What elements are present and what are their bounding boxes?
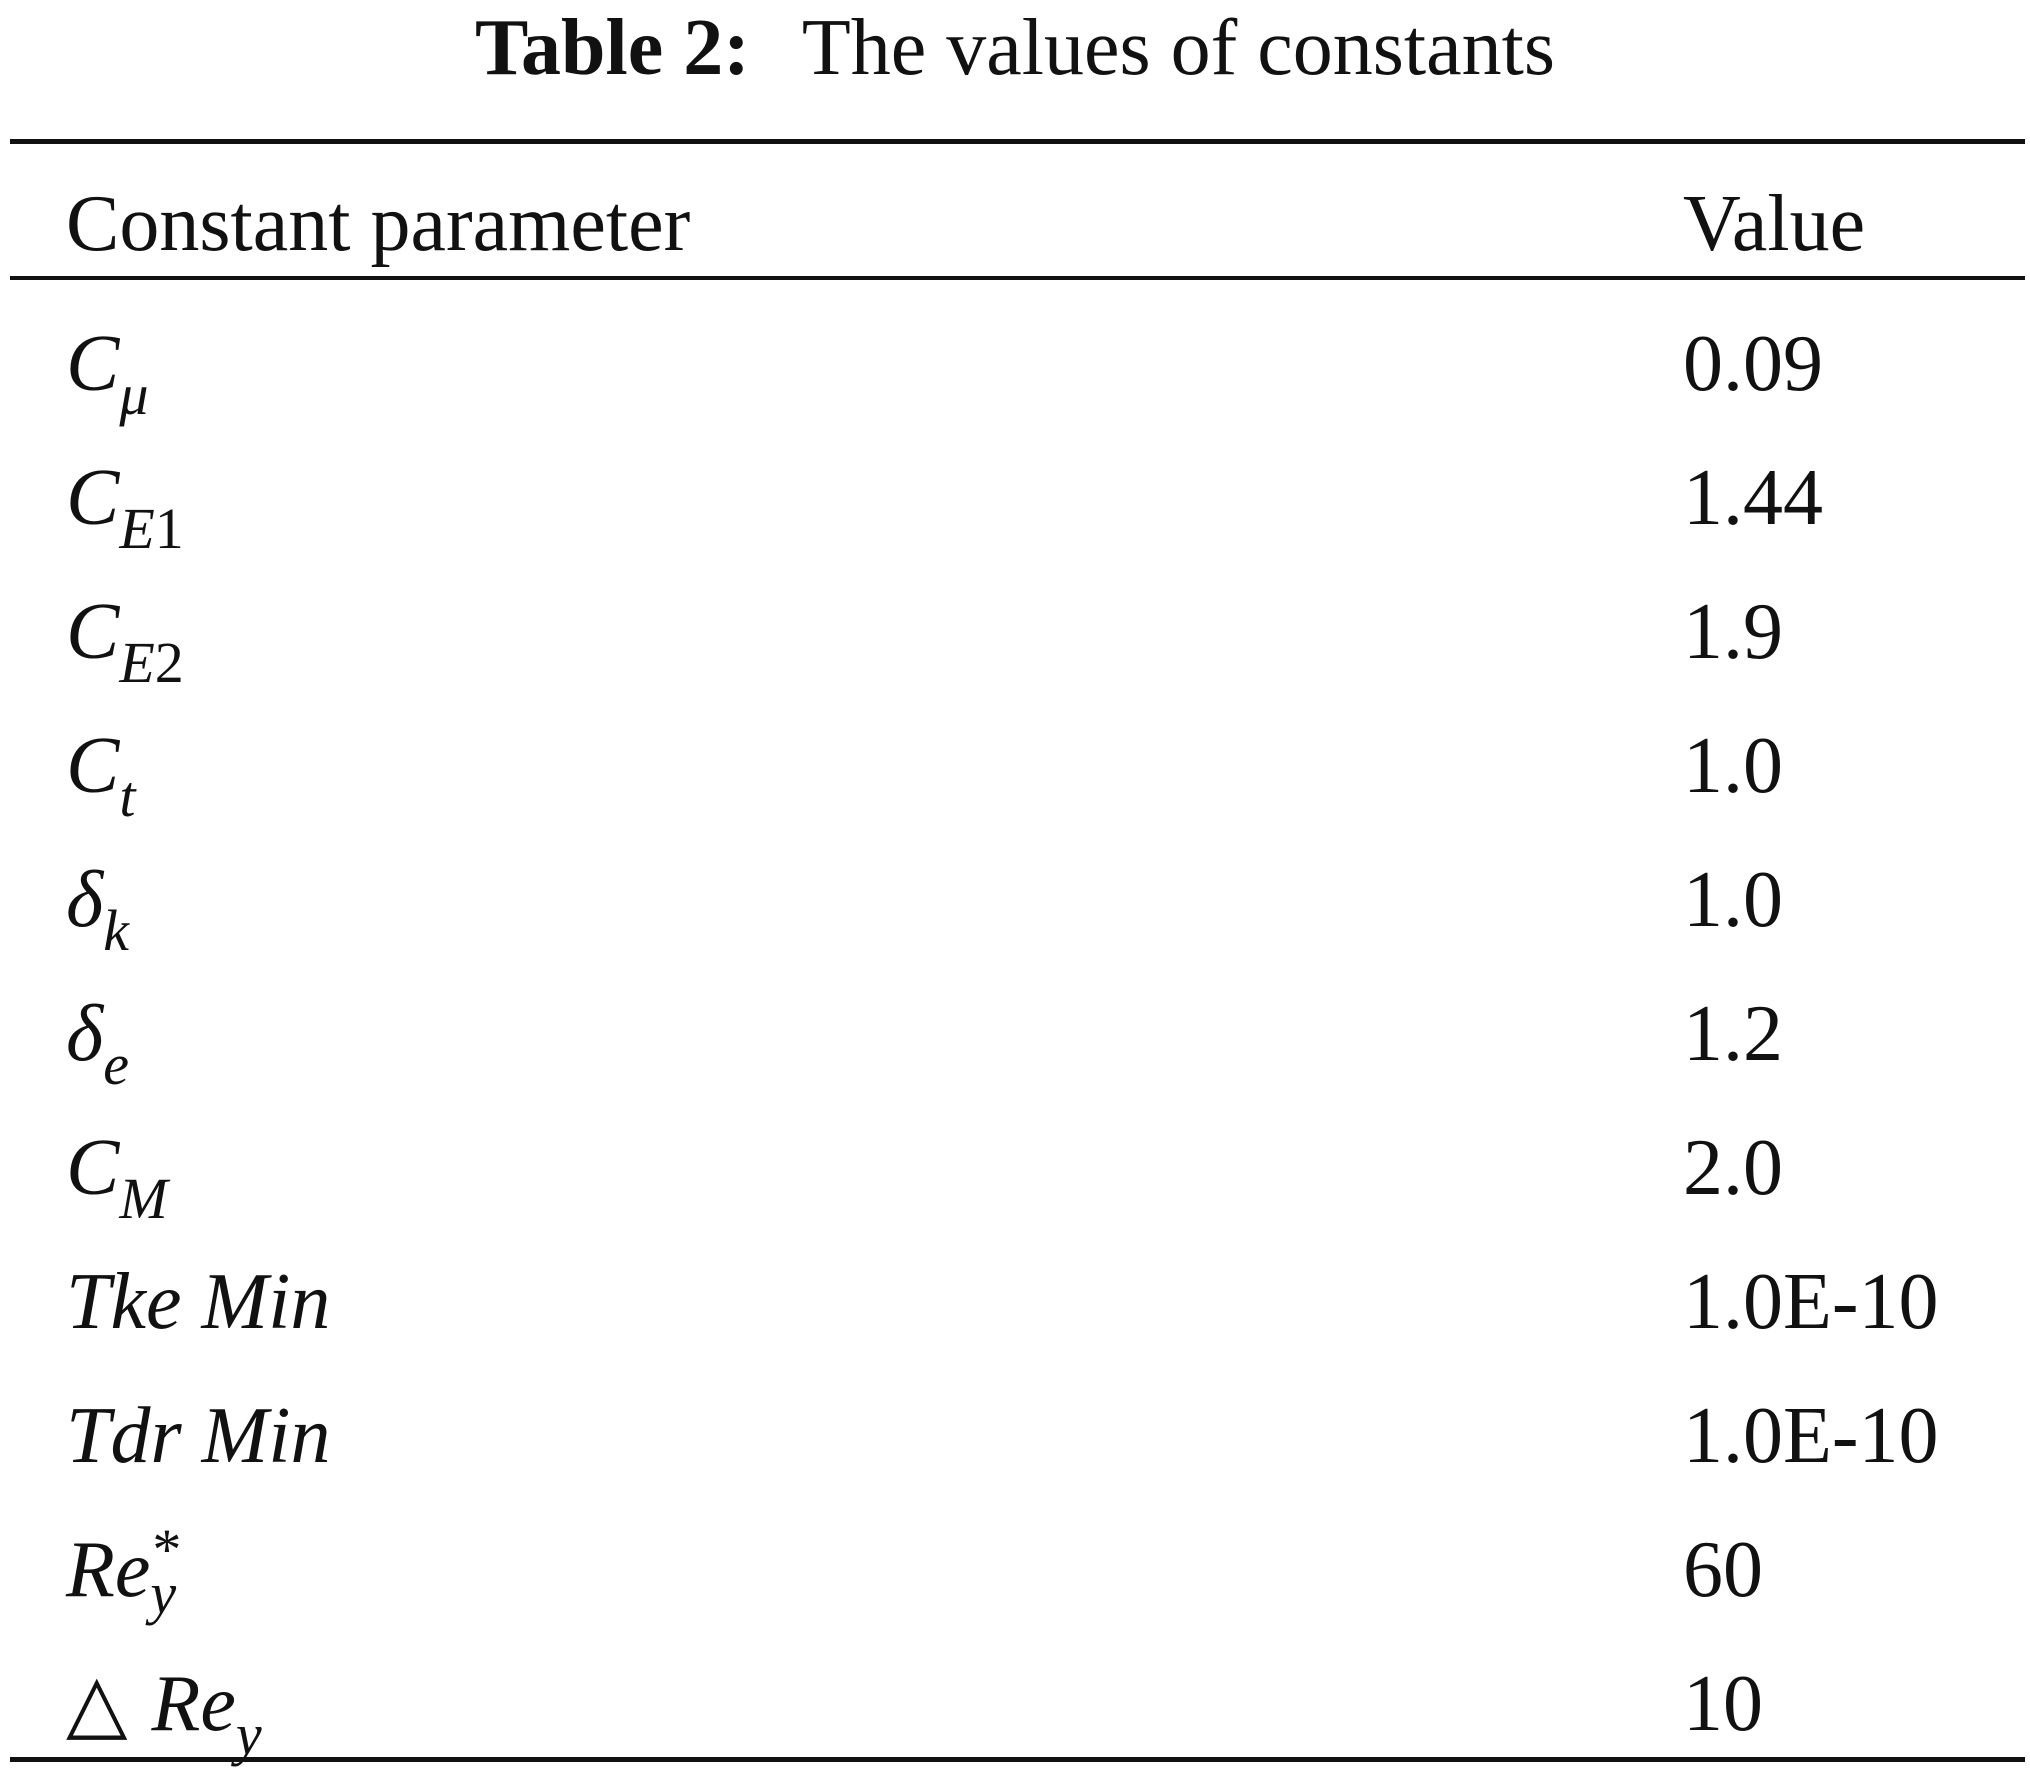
parameter-symbol: △ Rey [66, 1660, 262, 1767]
parameter-value: 60 [1683, 1526, 1763, 1614]
parameter-value: 1.2 [1683, 990, 1783, 1078]
header-parameter: Constant parameter [66, 180, 691, 268]
parameter-symbol: Cμ [66, 320, 149, 427]
table-row: CM 2.0 [0, 1108, 2030, 1231]
table-bottom-rule [10, 1757, 2025, 1762]
table-header-rule [10, 276, 2025, 280]
header-value: Value [1683, 180, 1866, 268]
parameter-value: 1.0E-10 [1683, 1392, 1939, 1480]
parameter-symbol: Ct [66, 722, 136, 829]
parameter-value: 1.0 [1683, 856, 1783, 944]
parameter-value: 2.0 [1683, 1124, 1783, 1212]
parameter-value: 10 [1683, 1660, 1763, 1748]
table-row: Tdr Min 1.0E-10 [0, 1376, 2030, 1496]
parameter-value: 0.09 [1683, 320, 1823, 408]
table-row: Tke Min 1.0E-10 [0, 1242, 2030, 1362]
table-row: δk 1.0 [0, 840, 2030, 963]
parameter-symbol: Tdr Min [66, 1392, 331, 1480]
table-row: CE2 1.9 [0, 572, 2030, 695]
parameter-symbol: CM [66, 1124, 168, 1231]
parameter-value: 1.44 [1683, 454, 1823, 542]
parameter-symbol: δk [66, 856, 129, 963]
table-caption-text: The values of constants [801, 4, 1555, 92]
table-caption: Table 2: The values of constants [0, 0, 2030, 96]
table-header-row: Constant parameter Value [0, 164, 2030, 284]
table-top-rule [10, 139, 2025, 144]
parameter-symbol: CE1 [66, 454, 184, 561]
parameter-value: 1.0 [1683, 722, 1783, 810]
parameter-symbol: CE2 [66, 588, 184, 695]
table-row: δe 1.2 [0, 974, 2030, 1097]
delta-symbol: △ [66, 1660, 128, 1748]
table-row: Ct 1.0 [0, 706, 2030, 829]
parameter-symbol: Tke Min [66, 1258, 331, 1346]
parameter-value: 1.0E-10 [1683, 1258, 1939, 1346]
parameter-symbol: Re * y [66, 1517, 182, 1626]
parameter-symbol: δe [66, 990, 129, 1097]
table-row: Cμ 0.09 [0, 304, 2030, 427]
table-row: CE1 1.44 [0, 438, 2030, 561]
table-row: △ Rey 10 [0, 1644, 2030, 1767]
parameter-value: 1.9 [1683, 588, 1783, 676]
table-caption-label: Table 2: [474, 4, 750, 92]
table-row: Re * y 60 [0, 1510, 2030, 1630]
